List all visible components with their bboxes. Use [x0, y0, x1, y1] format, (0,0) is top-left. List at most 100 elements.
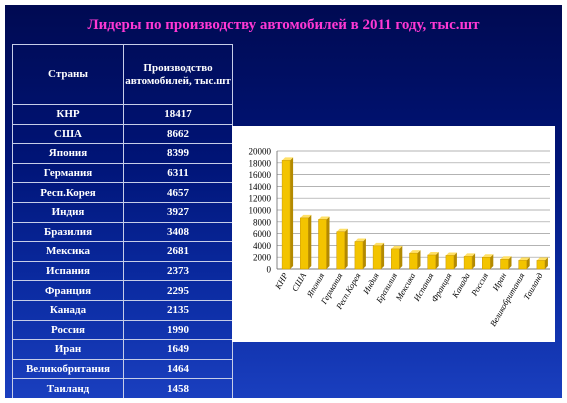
value-cell: 6311: [123, 162, 233, 184]
country-cell: Мексика: [12, 241, 124, 262]
bar-top: [482, 254, 494, 258]
table-row: Германия 6311: [12, 162, 233, 184]
value-cell: 1990: [123, 319, 233, 341]
bar-top: [373, 242, 385, 246]
bar-side: [435, 251, 439, 269]
y-tick-label: 6000: [253, 229, 272, 239]
bar-side: [453, 252, 457, 269]
bar-chart: 0 2000 4000 6000 8000 10000 12000 14000 16000 180…: [232, 126, 555, 342]
header-production: Производство автомобилей, тыс.шт: [123, 44, 233, 105]
country-cell: Канада: [12, 299, 124, 321]
table-row: Испания 2373: [12, 260, 233, 282]
country-cell: Респ.Корея: [12, 182, 124, 203]
bar-side: [508, 256, 512, 269]
bar: [336, 231, 345, 270]
country-cell: Япония: [12, 143, 124, 164]
bar-side: [362, 238, 366, 269]
value-cell: 8662: [123, 123, 233, 145]
bar: [318, 219, 327, 270]
bar-side: [417, 250, 421, 269]
bar: [354, 241, 364, 270]
x-tick-label: Великобритания: [488, 271, 527, 328]
bar-top: [536, 257, 548, 261]
value-cell: 2295: [123, 280, 233, 301]
y-tick-label: 20000: [249, 147, 272, 157]
bar-side: [344, 228, 348, 269]
table-row: Япония 8399: [12, 143, 233, 164]
y-tick-label: 18000: [249, 158, 272, 168]
value-cell: 4657: [123, 182, 233, 203]
bar-side: [290, 157, 294, 269]
table-row: Индия 3927: [12, 201, 233, 223]
bar-side: [399, 245, 403, 269]
bar: [300, 217, 309, 270]
y-tick-label: 14000: [249, 182, 272, 192]
country-cell: Германия: [12, 162, 124, 184]
bar-top: [500, 256, 512, 260]
bar-top: [464, 253, 476, 257]
bar-top: [427, 251, 439, 255]
bar: [500, 259, 509, 270]
value-cell: 1458: [123, 378, 233, 398]
y-tick-label: 2000: [253, 253, 272, 263]
value-cell: 2135: [123, 299, 233, 321]
header-country: Страны: [12, 44, 124, 105]
bar: [372, 245, 382, 270]
table-row: Франция 2295: [12, 280, 233, 301]
value-cell: 1649: [123, 339, 233, 360]
table-row: Таиланд 1458: [12, 378, 233, 398]
bar-top: [318, 216, 330, 220]
table-row: Россия 1990: [12, 319, 233, 341]
country-cell: Иран: [12, 339, 124, 360]
bar-side: [381, 242, 385, 269]
y-tick-label: 16000: [249, 170, 272, 180]
x-tick-label: КНР: [272, 271, 290, 292]
country-cell: Россия: [12, 319, 124, 341]
bar: [536, 260, 546, 270]
y-tick-label: 0: [267, 265, 272, 275]
bar: [445, 255, 455, 270]
value-cell: 1464: [123, 358, 233, 380]
bar: [281, 160, 291, 270]
y-tick-label: 4000: [253, 241, 272, 251]
table-row: Иран 1649: [12, 339, 233, 360]
bar-top: [300, 214, 312, 218]
x-tick-label: Россия: [468, 271, 490, 298]
bar: [427, 254, 436, 270]
value-cell: 8399: [123, 143, 233, 164]
x-tick-label: Канада: [449, 271, 472, 300]
table-row: Мексика 2681: [12, 241, 233, 262]
country-cell: Таиланд: [12, 378, 124, 398]
production-table: Страны Производство автомобилей, тыс.шт …: [12, 44, 233, 398]
bar: [463, 256, 473, 270]
table-row: США 8662: [12, 123, 233, 145]
bar-side: [326, 216, 330, 269]
bar-top: [354, 238, 366, 242]
bar-top: [391, 245, 403, 249]
bar-top: [445, 252, 457, 256]
y-tick-label: 12000: [249, 194, 272, 204]
bar-top: [282, 157, 294, 161]
value-cell: 3408: [123, 221, 233, 243]
slide-title: Лидеры по производству автомобилей в 201…: [87, 17, 480, 33]
country-cell: Франция: [12, 280, 124, 301]
country-cell: Испания: [12, 260, 124, 282]
bar-side: [544, 257, 548, 269]
bar-side: [526, 257, 530, 269]
bar: [518, 260, 527, 270]
bar: [482, 257, 491, 270]
value-cell: 2681: [123, 241, 233, 262]
value-cell: 2373: [123, 260, 233, 282]
country-cell: КНР: [12, 104, 124, 125]
x-tick-label: США: [290, 270, 309, 293]
bar: [409, 252, 418, 270]
bar-top: [518, 257, 530, 261]
table-header-row: Страны Производство автомобилей, тыс.шт: [12, 44, 233, 105]
table-row: Респ.Корея 4657: [12, 182, 233, 203]
bar-top: [409, 250, 421, 254]
value-cell: 18417: [123, 104, 233, 125]
value-cell: 3927: [123, 201, 233, 223]
y-tick-label: 8000: [253, 217, 272, 227]
bar-side: [490, 254, 494, 269]
